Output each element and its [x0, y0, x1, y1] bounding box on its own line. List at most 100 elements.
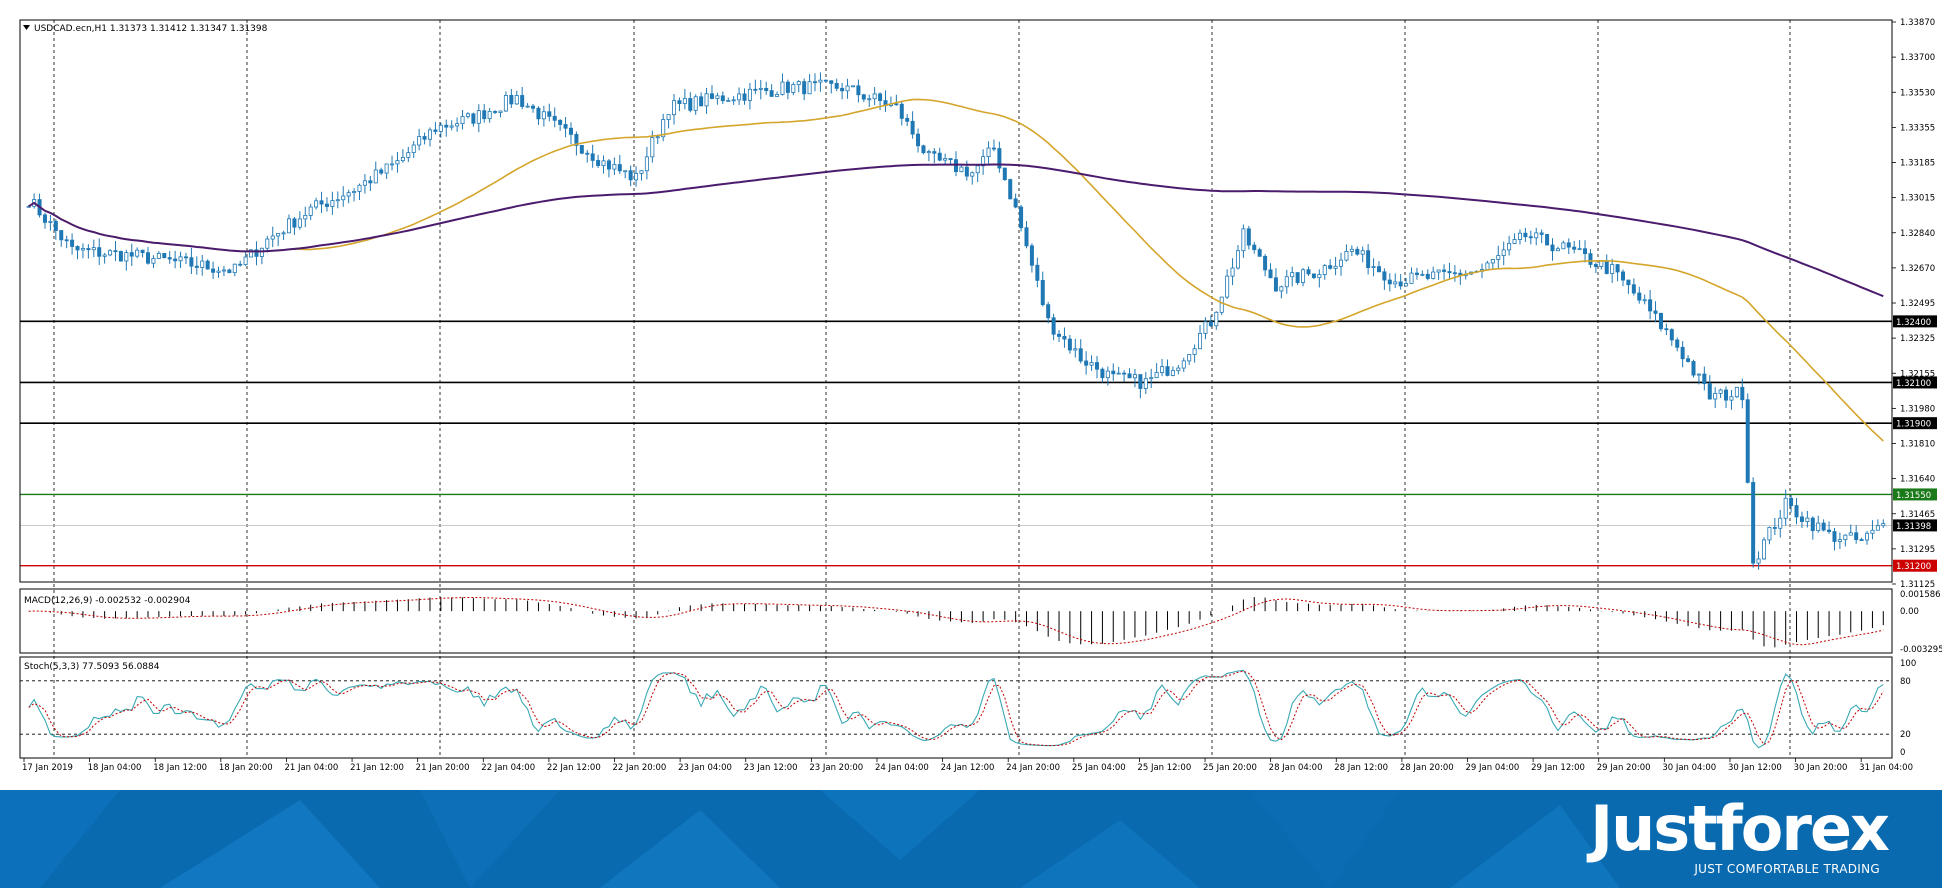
candle-306 [1686, 355, 1691, 363]
candle-119 [672, 94, 677, 125]
level-label-4: 1.31200 [1896, 562, 1931, 572]
candle-61 [357, 183, 362, 201]
candle-276 [1523, 227, 1528, 242]
candle-184 [1024, 221, 1029, 249]
candle-body [514, 95, 519, 105]
candle-48 [287, 214, 292, 234]
candle-15 [108, 249, 113, 257]
candle-106 [601, 155, 606, 174]
candle-body [368, 180, 373, 184]
candle-body [476, 110, 481, 124]
candle-body [639, 170, 644, 174]
candle-226 [1252, 241, 1257, 254]
candle-60 [352, 188, 357, 202]
candle-body [1349, 248, 1354, 252]
candle-38 [232, 263, 237, 277]
candle-175 [975, 165, 980, 183]
candle-292 [1610, 258, 1615, 283]
candle-149 [834, 78, 839, 92]
candle-20 [135, 247, 140, 259]
candle-body [1740, 386, 1745, 401]
candle-323 [1778, 509, 1783, 538]
candle-body [1550, 244, 1555, 252]
candle-132 [742, 88, 747, 105]
candle-body [1539, 232, 1544, 235]
candle-body [1772, 527, 1777, 529]
candle-152 [850, 85, 855, 88]
candle-body [1230, 267, 1235, 277]
candle-body [1040, 279, 1045, 306]
candle-144 [807, 74, 812, 95]
candle-body [764, 87, 769, 92]
candle-249 [1376, 261, 1381, 273]
candle-body [590, 153, 595, 161]
candle-334 [1837, 532, 1842, 550]
candle-59 [346, 189, 351, 204]
candle-168 [937, 147, 942, 162]
candle-288 [1588, 249, 1593, 268]
chart-svg[interactable]: 1.32400 1.32100 1.31900 1.31550 1.31200 1.313… [0, 0, 1942, 790]
candle-26 [167, 251, 172, 264]
candle-body [1778, 517, 1783, 529]
candle-body [867, 98, 872, 101]
candle-body [1024, 227, 1029, 247]
candle-body [411, 144, 416, 153]
macd-tick-label-2: -0.003295 [1900, 645, 1942, 655]
candle-6 [59, 230, 64, 247]
candle-body [1105, 370, 1110, 379]
candle-187 [1040, 271, 1045, 307]
candle-325 [1789, 494, 1794, 513]
candle-body [1599, 260, 1604, 267]
candle-64 [373, 161, 378, 184]
candle-219 [1214, 311, 1219, 330]
candle-body [1534, 232, 1539, 239]
candle-body [1051, 317, 1056, 335]
candle-body [655, 136, 660, 139]
candle-body [330, 200, 335, 207]
y-tick-label-1: 1.33700 [1900, 53, 1935, 63]
candle-body [606, 160, 611, 170]
candle-130 [731, 96, 736, 105]
candle-body [1019, 206, 1024, 229]
candle-299 [1648, 289, 1653, 320]
candle-body [1376, 266, 1381, 273]
candle-14 [102, 253, 107, 264]
candle-body [872, 93, 877, 100]
candle-121 [682, 88, 687, 110]
candle-82 [471, 112, 476, 127]
candle-body [1100, 368, 1105, 379]
candle-body [1366, 250, 1371, 269]
candle-body [1436, 269, 1441, 273]
candle-body [802, 81, 807, 95]
candle-161 [899, 100, 904, 126]
candle-body [899, 103, 904, 119]
candle-body [1767, 527, 1772, 541]
candle-156 [872, 87, 877, 106]
candle-body [80, 248, 85, 251]
candle-11 [86, 244, 91, 259]
candle-136 [764, 81, 769, 95]
candle-44 [265, 235, 270, 253]
candle-198 [1100, 367, 1105, 383]
candle-261 [1442, 264, 1447, 280]
candle-body [1387, 279, 1392, 285]
candle-body [1789, 497, 1794, 506]
candle-166 [926, 149, 931, 162]
candle-body [1398, 281, 1403, 287]
candle-74 [427, 127, 432, 147]
candle-39 [238, 260, 243, 267]
candle-137 [769, 84, 774, 97]
candle-body [1317, 274, 1322, 279]
candle-body [568, 127, 573, 135]
candle-body [1192, 348, 1197, 355]
candle-222 [1230, 258, 1235, 286]
candle-body [1425, 273, 1430, 279]
menu-triangle-icon[interactable] [23, 25, 30, 30]
candle-body [1713, 393, 1718, 400]
candle-body [97, 247, 102, 257]
moving-averages [28, 98, 1884, 442]
candle-body [1290, 272, 1295, 278]
trading-chart[interactable]: 1.32400 1.32100 1.31900 1.31550 1.31200 1.313… [0, 0, 1942, 790]
candle-body [807, 81, 812, 95]
candle-331 [1821, 519, 1826, 532]
